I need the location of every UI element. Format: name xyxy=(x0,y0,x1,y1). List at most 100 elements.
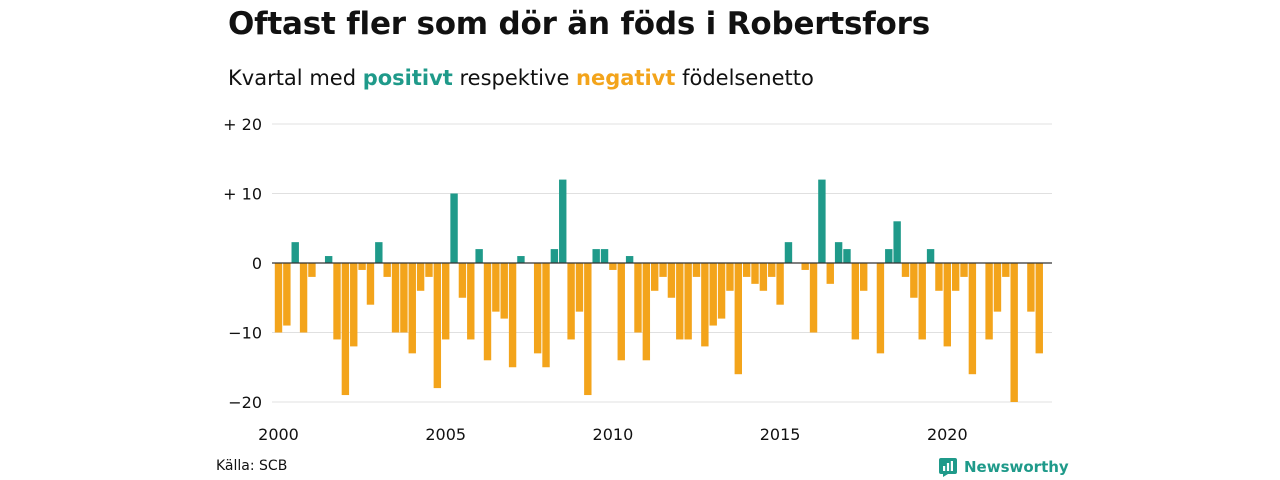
bar xyxy=(968,263,977,375)
x-tick-label: 2015 xyxy=(760,425,801,444)
bar xyxy=(324,256,333,263)
bar xyxy=(291,242,299,263)
bar xyxy=(625,256,634,263)
bar xyxy=(617,263,625,361)
bar xyxy=(734,263,742,375)
bar xyxy=(676,263,684,340)
bar xyxy=(876,263,885,354)
y-tick-label: + 10 xyxy=(223,185,262,204)
bar xyxy=(542,263,550,368)
bar xyxy=(943,263,951,347)
bar xyxy=(416,263,425,291)
bar xyxy=(860,263,868,291)
bar xyxy=(742,263,751,277)
bar xyxy=(834,242,843,263)
bar xyxy=(759,263,768,291)
bar xyxy=(400,263,408,333)
bar xyxy=(709,263,717,326)
bar xyxy=(910,263,918,298)
y-tick-label: −10 xyxy=(228,324,262,343)
x-tick-label: 2000 xyxy=(258,425,299,444)
bar-chart-logo-icon xyxy=(939,458,957,477)
bar xyxy=(1027,263,1035,312)
bar xyxy=(600,249,609,263)
bar xyxy=(801,263,809,270)
bar xyxy=(993,263,1002,312)
bar xyxy=(559,179,567,263)
subtitle-text-middle: respektive xyxy=(452,66,577,90)
bar xyxy=(483,263,492,361)
x-tick-label: 2010 xyxy=(593,425,634,444)
bar xyxy=(575,263,584,312)
bar xyxy=(684,263,692,340)
bar xyxy=(926,249,935,263)
source-label: Källa: SCB xyxy=(216,458,288,474)
bar xyxy=(283,263,291,326)
chart-subtitle: Kvartal med positivt respektive negativt… xyxy=(228,66,814,90)
x-tick-label: 2020 xyxy=(927,425,968,444)
y-tick-label: + 20 xyxy=(223,115,262,134)
bar xyxy=(350,263,358,347)
bar xyxy=(609,263,617,270)
bar xyxy=(475,249,483,263)
bar xyxy=(366,263,375,305)
bar xyxy=(375,242,383,263)
y-tick-label: −20 xyxy=(228,393,262,412)
bar xyxy=(901,263,910,277)
bar xyxy=(274,263,283,333)
bar xyxy=(776,263,784,305)
bar xyxy=(634,263,642,333)
bar xyxy=(985,263,993,340)
bar xyxy=(391,263,400,333)
bar xyxy=(567,263,575,340)
bar xyxy=(358,263,366,270)
bar xyxy=(701,263,709,347)
bar xyxy=(768,263,776,277)
bar xyxy=(467,263,475,340)
bar xyxy=(383,263,391,277)
subtitle-positive-label: positivt xyxy=(362,66,453,90)
bar xyxy=(659,263,667,277)
bar xyxy=(299,263,308,333)
bar xyxy=(517,256,525,263)
bar xyxy=(425,263,433,277)
bar xyxy=(809,263,818,333)
bar xyxy=(458,263,467,298)
brand-name: Newsworthy xyxy=(964,458,1069,476)
bar xyxy=(717,263,726,319)
brand-logo[interactable]: Newsworthy xyxy=(938,457,1069,477)
bar xyxy=(667,263,676,298)
bar xyxy=(843,249,851,263)
bar xyxy=(308,263,316,277)
bar xyxy=(1002,263,1010,277)
bar xyxy=(408,263,416,354)
bar xyxy=(918,263,926,340)
bar xyxy=(508,263,517,368)
subtitle-text-start: Kvartal med xyxy=(228,66,363,90)
bar xyxy=(885,249,893,263)
bar xyxy=(951,263,960,291)
bar xyxy=(592,249,600,263)
bar xyxy=(751,263,759,284)
y-tick-label: 0 xyxy=(252,254,262,273)
bar xyxy=(692,263,701,277)
bar xyxy=(826,263,834,284)
subtitle-text-end: födelsenetto xyxy=(675,66,814,90)
bar xyxy=(1035,263,1043,354)
bar xyxy=(784,242,793,263)
bar xyxy=(533,263,542,354)
subtitle-negative-label: negativt xyxy=(576,66,676,90)
bar xyxy=(500,263,508,319)
bar xyxy=(851,263,860,340)
x-tick-label: 2005 xyxy=(425,425,466,444)
bar xyxy=(726,263,734,291)
bar xyxy=(550,249,559,263)
bar xyxy=(1010,263,1018,402)
bar xyxy=(642,263,651,361)
bar xyxy=(433,263,442,389)
chart-title: Oftast fler som dör än föds i Robertsfor… xyxy=(228,6,930,42)
bar xyxy=(935,263,943,291)
bar xyxy=(450,193,458,263)
bar xyxy=(893,221,901,263)
